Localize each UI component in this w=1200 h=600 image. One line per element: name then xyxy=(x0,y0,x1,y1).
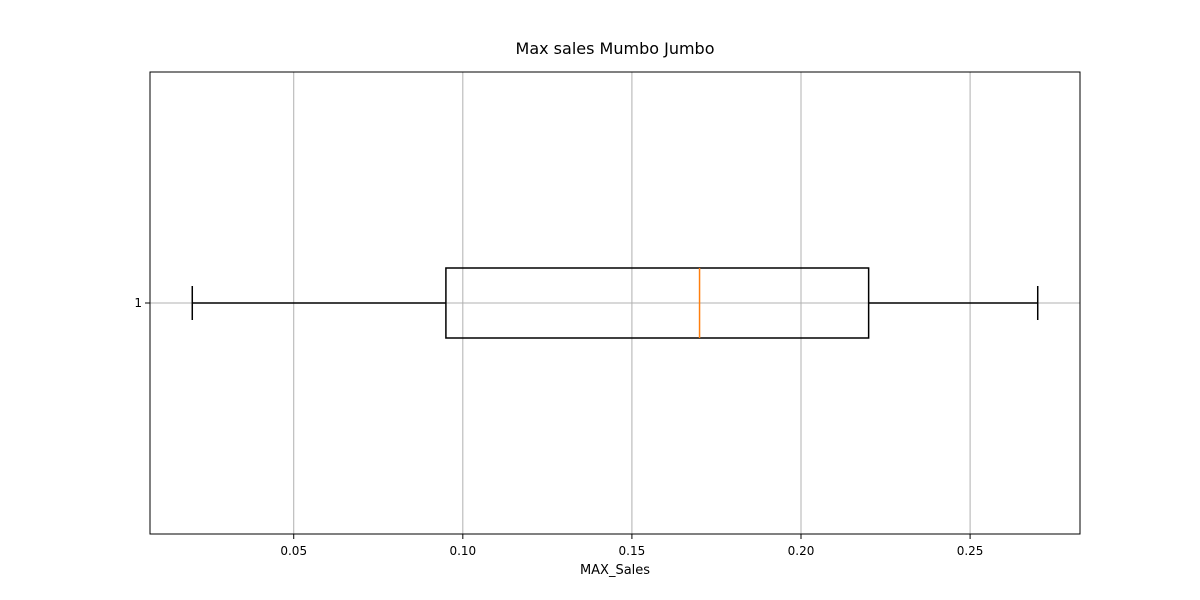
x-tick-label: 0.10 xyxy=(449,544,476,558)
x-tick-label: 0.25 xyxy=(957,544,984,558)
box-layer xyxy=(191,267,1039,339)
chart-title: Max sales Mumbo Jumbo xyxy=(516,39,715,58)
x-tick-label: 0.15 xyxy=(619,544,646,558)
x-axis-label: MAX_Sales xyxy=(580,563,650,578)
x-tick-label: 0.20 xyxy=(788,544,815,558)
y-tick-label: 1 xyxy=(134,296,142,310)
x-tick-layer: 0.05 0.10 0.15 0.20 0.25 xyxy=(280,534,983,558)
x-tick-label: 0.05 xyxy=(280,544,307,558)
y-tick-layer: 1 xyxy=(134,296,150,310)
iqr-box xyxy=(445,267,870,339)
